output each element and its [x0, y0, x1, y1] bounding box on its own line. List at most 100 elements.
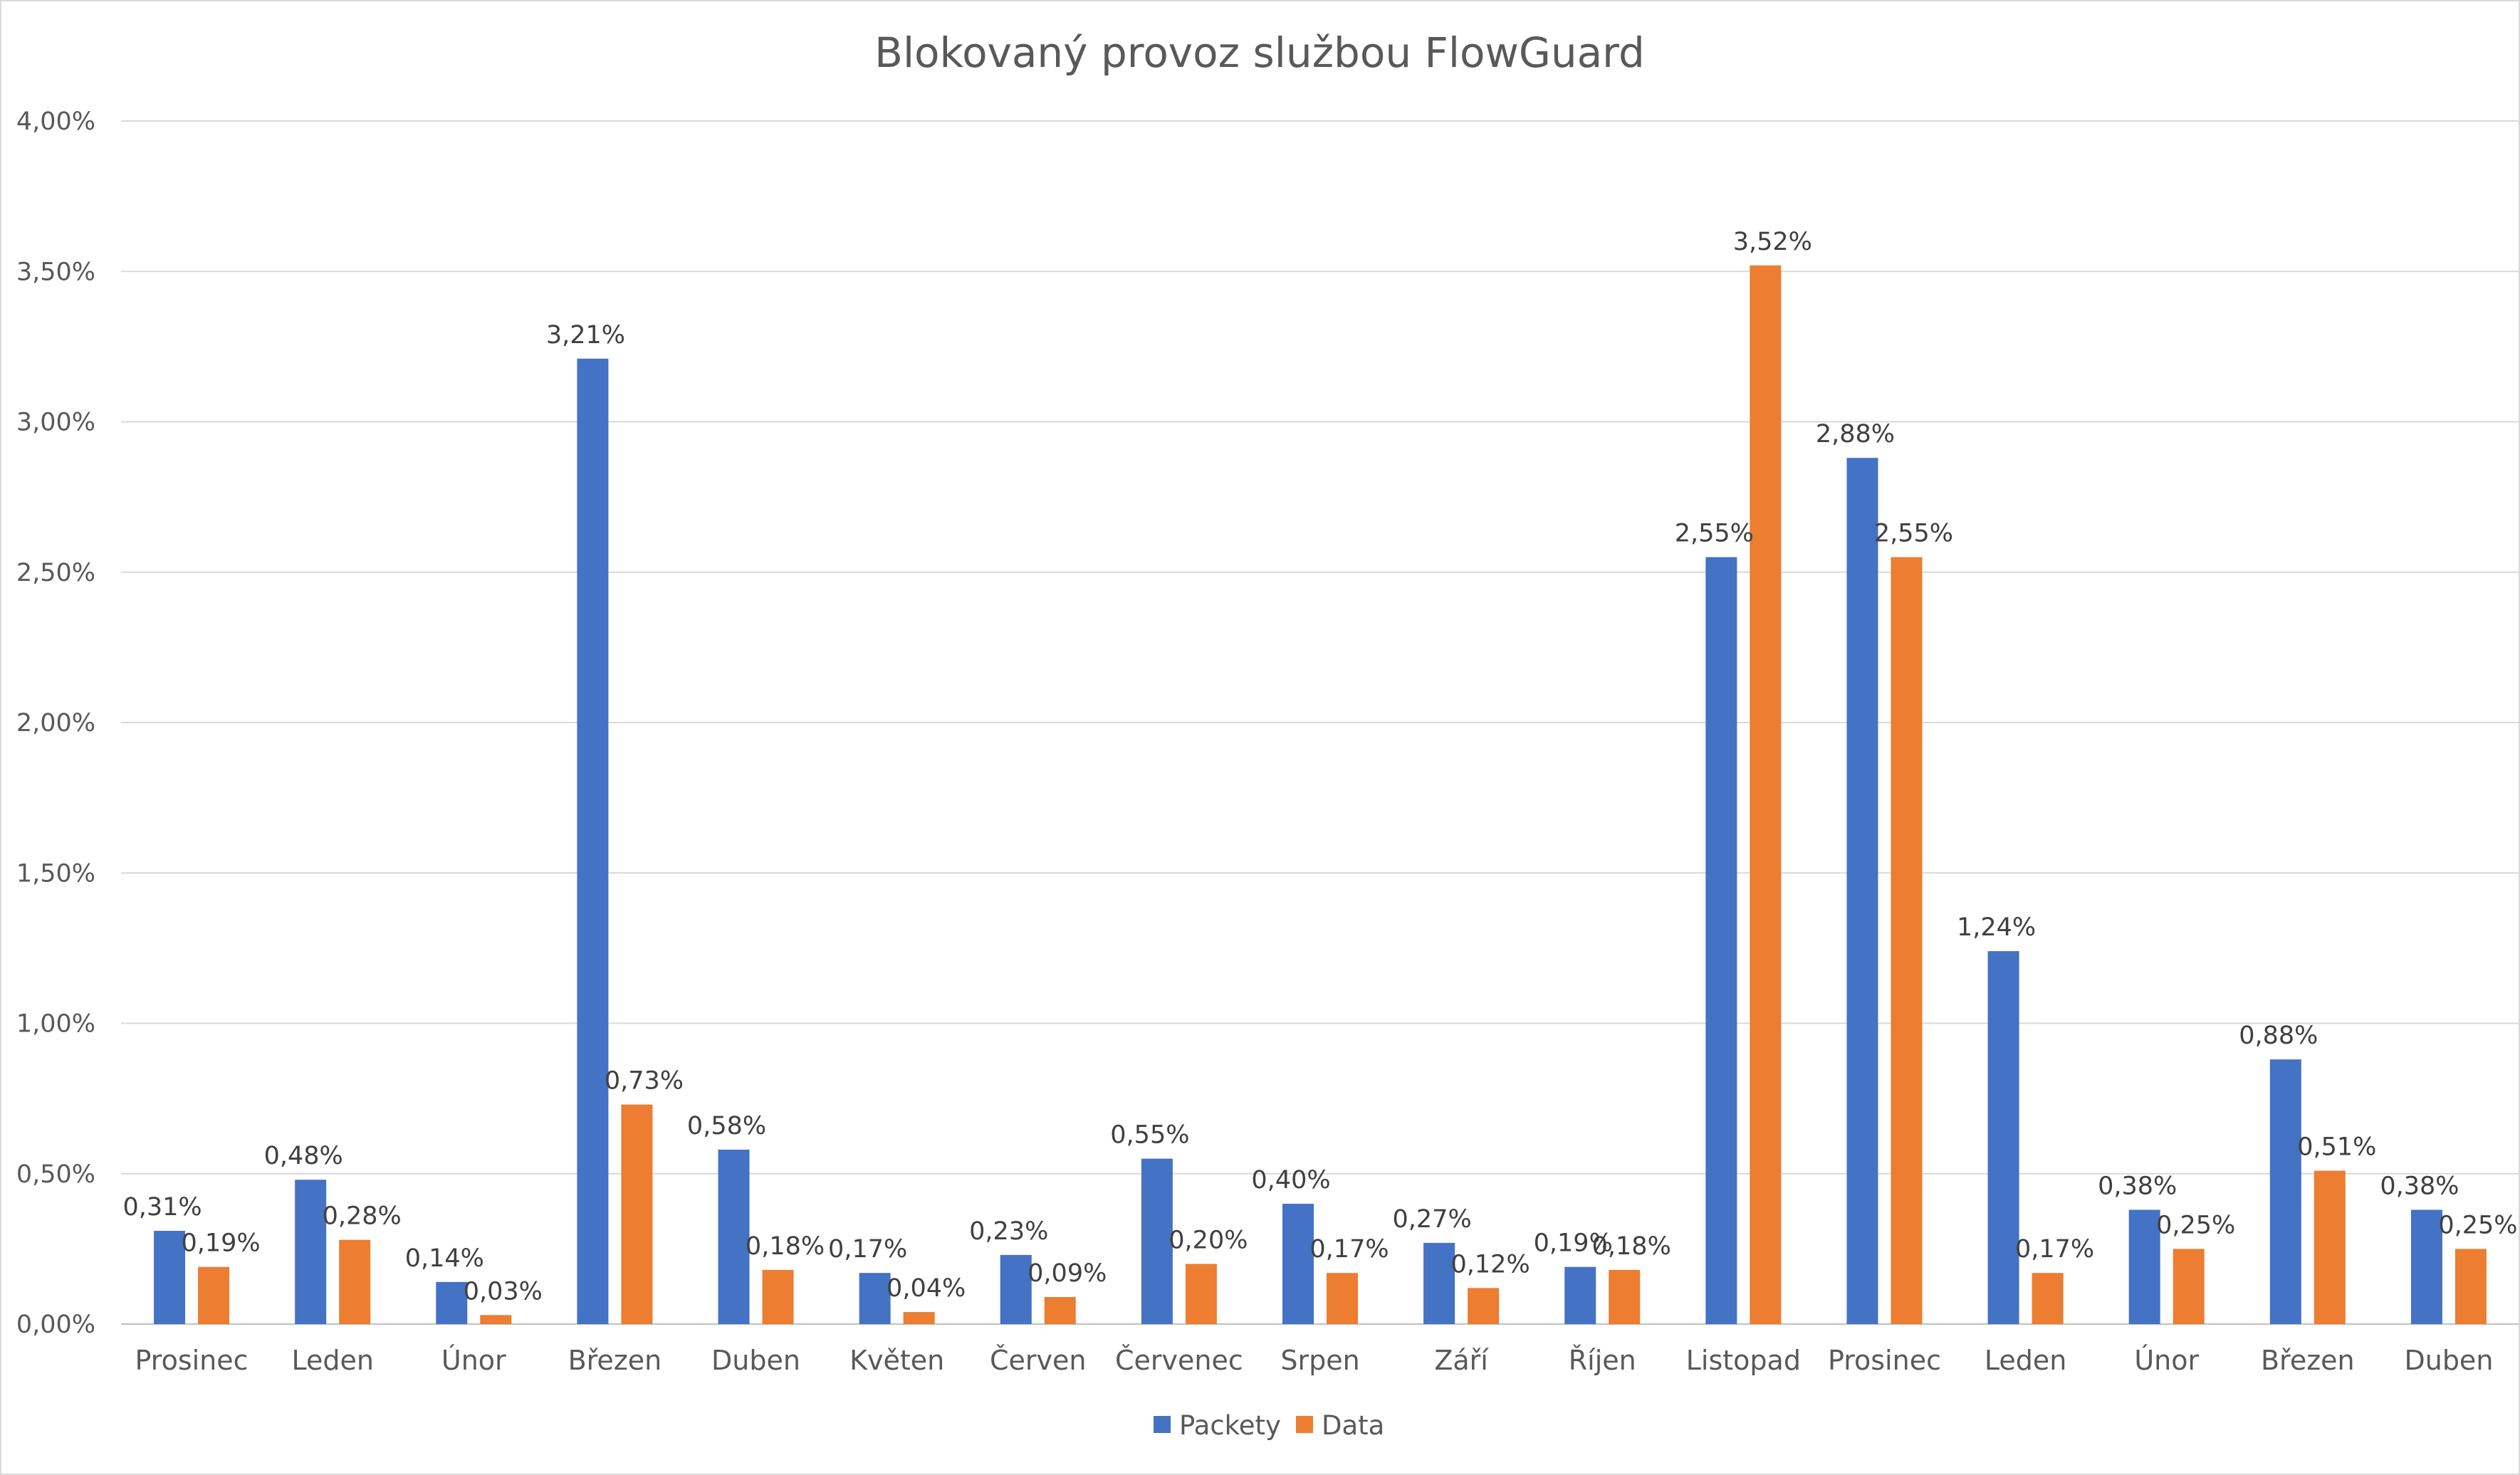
chart-title: Blokovaný provoz službou FlowGuard — [874, 28, 1645, 77]
bar-data — [198, 1266, 230, 1324]
bar-packety — [1141, 1158, 1173, 1324]
x-category-label: Září — [1434, 1345, 1489, 1376]
bar-data — [762, 1269, 794, 1324]
data-label: 0,23% — [969, 1217, 1048, 1246]
bar-packety — [1282, 1204, 1314, 1324]
bar-packety — [295, 1180, 327, 1324]
bar-data — [2454, 1249, 2487, 1324]
data-label: 0,12% — [1451, 1250, 1530, 1279]
data-label: 0,18% — [1592, 1232, 1671, 1261]
data-label: 0,09% — [1028, 1259, 1107, 1288]
data-label: 0,25% — [2156, 1211, 2235, 1239]
data-label: 0,28% — [323, 1202, 402, 1231]
x-category-label: Listopad — [1686, 1345, 1801, 1376]
data-label: 0,25% — [2438, 1211, 2517, 1239]
bar-data — [339, 1239, 371, 1324]
bar-data — [1609, 1269, 1641, 1324]
bar-packety — [1987, 951, 2019, 1324]
x-category-label: Duben — [711, 1345, 800, 1376]
x-category-label: Únor — [441, 1345, 506, 1376]
data-label: 0,31% — [122, 1193, 202, 1222]
data-label: 0,17% — [828, 1235, 907, 1264]
x-category-label: Květen — [849, 1345, 944, 1376]
y-tick-label: 3,00% — [16, 409, 95, 437]
data-label: 0,88% — [2239, 1022, 2318, 1050]
legend-swatch-packety — [1154, 1416, 1171, 1433]
y-axis-tick-labels: 0,00% 0,50% 1,00% 1,50% 2,00% 2,50% 3,00% 3,50%… — [16, 107, 95, 1339]
bar-packety — [718, 1149, 750, 1324]
bar-packety — [1846, 458, 1878, 1325]
y-tick-label: 3,50% — [16, 258, 95, 286]
bar-data — [1044, 1296, 1076, 1324]
x-category-label: Leden — [1985, 1345, 2066, 1376]
legend-label: Packety — [1179, 1410, 1281, 1441]
gridlines — [121, 120, 2519, 1325]
bar-packety — [859, 1273, 891, 1324]
bar-packety — [577, 358, 609, 1324]
y-tick-label: 0,00% — [16, 1311, 95, 1339]
bar-data — [2173, 1249, 2205, 1324]
bar-data — [903, 1312, 935, 1324]
bar-packety — [2269, 1059, 2301, 1324]
data-label: 0,14% — [405, 1244, 484, 1273]
y-tick-label: 4,00% — [16, 107, 95, 136]
x-category-label: Červen — [990, 1345, 1087, 1376]
x-axis-category-labels: Prosinec Leden Únor Březen Duben Květen Červen… — [135, 1345, 2494, 1376]
data-label: 0,19% — [1534, 1229, 1613, 1258]
bar-data — [2032, 1273, 2064, 1324]
data-label: 0,27% — [1393, 1205, 1472, 1234]
data-label: 2,88% — [1816, 420, 1895, 448]
data-label: 0,58% — [687, 1112, 766, 1140]
bar-packety — [1705, 557, 1737, 1324]
data-label: 0,73% — [605, 1067, 684, 1096]
bar-data — [1185, 1264, 1217, 1324]
x-category-label: Březen — [2261, 1345, 2355, 1376]
bar-data — [1891, 557, 1923, 1324]
data-label: 0,38% — [2098, 1172, 2177, 1200]
bar-packety — [1564, 1266, 1596, 1324]
legend-swatch-data — [1296, 1416, 1313, 1433]
bar-data — [1327, 1273, 1358, 1324]
bar-packety — [1000, 1254, 1032, 1324]
y-tick-label: 1,00% — [16, 1010, 95, 1039]
x-category-label: Leden — [291, 1345, 373, 1376]
data-label: 0,51% — [2297, 1133, 2376, 1162]
bar-packety — [154, 1231, 186, 1324]
data-label: 0,19% — [181, 1229, 260, 1258]
bar-data — [1750, 265, 1782, 1324]
data-label: 3,21% — [546, 321, 625, 350]
y-tick-label: 2,50% — [16, 559, 95, 587]
data-label: 0,20% — [1168, 1227, 1248, 1255]
x-category-label: Prosinec — [1828, 1345, 1941, 1376]
y-tick-label: 2,00% — [16, 709, 95, 738]
data-label: 0,38% — [2380, 1172, 2459, 1200]
data-label: 3,52% — [1733, 228, 1812, 256]
bar-packety — [2410, 1209, 2442, 1324]
data-label: 0,40% — [1251, 1166, 1330, 1195]
data-label: 0,55% — [1110, 1121, 1189, 1150]
data-label: 1,24% — [1957, 913, 2036, 942]
legend-label: Data — [1322, 1410, 1384, 1441]
data-label: 0,17% — [1309, 1235, 1389, 1264]
data-label: 0,18% — [746, 1232, 825, 1261]
bar-packety — [436, 1281, 468, 1324]
data-label: 0,17% — [2015, 1235, 2094, 1264]
bar-data — [2314, 1170, 2346, 1324]
data-label: 0,48% — [264, 1142, 343, 1170]
x-category-label: Duben — [2404, 1345, 2493, 1376]
bar-packety — [1423, 1242, 1455, 1324]
data-label: 0,04% — [887, 1274, 966, 1303]
bar-data — [621, 1104, 653, 1324]
x-category-label: Březen — [568, 1345, 662, 1376]
x-category-label: Říjen — [1569, 1345, 1636, 1376]
bar-packety — [2128, 1209, 2160, 1324]
y-tick-label: 0,50% — [16, 1160, 95, 1189]
data-label: 0,03% — [464, 1277, 543, 1306]
legend: Packety Data — [1154, 1410, 1384, 1441]
x-category-label: Únor — [2134, 1345, 2199, 1376]
bar-data — [1468, 1288, 1500, 1324]
x-category-label: Červenec — [1115, 1345, 1243, 1376]
bar-data — [480, 1315, 512, 1324]
